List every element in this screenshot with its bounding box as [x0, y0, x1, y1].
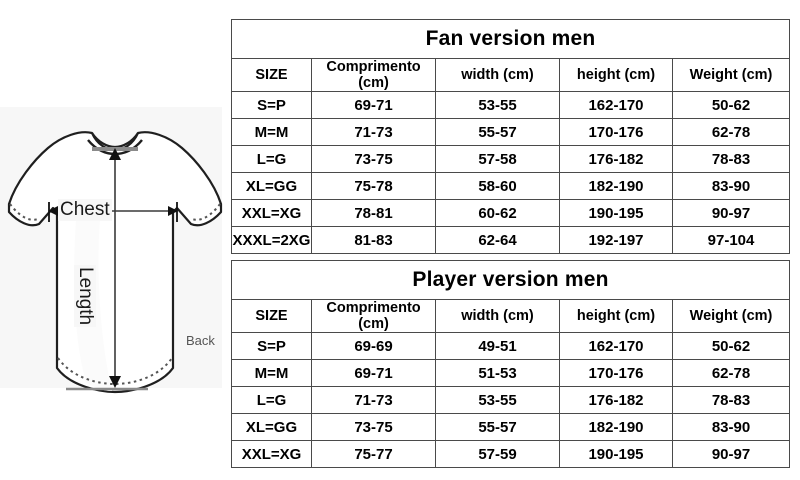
bottom-hem-stitch	[57, 357, 173, 386]
size-cell: XXL=XG	[231, 199, 312, 227]
measurement-cell: 71-73	[311, 118, 436, 146]
chest-measure-label: Chest	[58, 199, 112, 221]
size-cell: M=M	[231, 118, 312, 146]
table-row: S=P 69-69 49-51 162-170 50-62	[231, 332, 791, 360]
table-row: XXL=XG 78-81 60-62 190-195 90-97	[231, 199, 791, 227]
size-cell: S=P	[231, 91, 312, 119]
measurement-cell: 62-78	[671, 359, 791, 387]
table-row: L=G 71-73 53-55 176-182 78-83	[231, 386, 791, 414]
measurement-cell: 55-57	[435, 413, 560, 441]
measurement-cell: 73-75	[311, 413, 436, 441]
measurement-cell: 83-90	[671, 172, 791, 200]
table-row: L=G 73-75 57-58 176-182 78-83	[231, 145, 791, 173]
measurement-cell: 51-53	[435, 359, 560, 387]
column-header: width (cm)	[435, 58, 560, 92]
measurement-cell: 162-170	[559, 332, 673, 360]
measurement-cell: 78-81	[311, 199, 436, 227]
measurement-cell: 78-83	[671, 386, 791, 414]
measurement-cell: 62-78	[671, 118, 791, 146]
table-row: XXXL=2XG 81-83 62-64 192-197 97-104	[231, 226, 791, 254]
left-sleeve-stitch	[9, 203, 39, 221]
size-cell: M=M	[231, 359, 312, 387]
back-view-label: Back	[186, 333, 215, 348]
measurement-cell: 58-60	[435, 172, 560, 200]
column-header: SIZE	[231, 58, 312, 92]
table-header-row: SIZE Comprimento (cm) width (cm) height (cm…	[231, 299, 791, 333]
tshirt-illustration	[7, 131, 223, 394]
measurement-cell: 170-176	[559, 359, 673, 387]
shirt-diagram-panel: Chest Length Back	[0, 0, 231, 480]
table-title-row: Fan version men	[230, 19, 791, 59]
size-cell: XL=GG	[231, 172, 312, 200]
length-measure-arrow	[109, 148, 121, 388]
table-row: XL=GG 73-75 55-57 182-190 83-90	[231, 413, 791, 441]
measurement-cell: 162-170	[559, 91, 673, 119]
measurement-cell: 50-62	[671, 332, 791, 360]
measurement-cell: 81-83	[311, 226, 436, 254]
measurement-cell: 50-62	[671, 91, 791, 119]
measurement-cell: 176-182	[559, 386, 673, 414]
fan-version-size-table: Fan version men SIZE Comprimento (cm) width…	[230, 19, 791, 254]
table-header-row: SIZE Comprimento (cm) width (cm) height (cm…	[231, 58, 791, 92]
measurement-cell: 97-104	[671, 226, 791, 254]
measurement-cell: 53-55	[435, 91, 560, 119]
table-title: Player version men	[230, 260, 791, 300]
column-header: Weight (cm)	[671, 58, 791, 92]
measurement-cell: 69-71	[311, 359, 436, 387]
measurement-cell: 75-78	[311, 172, 436, 200]
column-header: SIZE	[231, 299, 312, 333]
measurement-cell: 69-71	[311, 91, 436, 119]
size-cell: XXXL=2XG	[231, 226, 312, 254]
right-sleeve-stitch	[191, 203, 221, 221]
measurement-cell: 176-182	[559, 145, 673, 173]
measurement-cell: 78-83	[671, 145, 791, 173]
column-header: Comprimento (cm)	[311, 58, 436, 92]
measurement-cell: 170-176	[559, 118, 673, 146]
column-header: height (cm)	[559, 58, 673, 92]
measurement-cell: 192-197	[559, 226, 673, 254]
measurement-cell: 190-195	[559, 440, 673, 468]
column-header: height (cm)	[559, 299, 673, 333]
measurement-cell: 182-190	[559, 413, 673, 441]
size-cell: S=P	[231, 332, 312, 360]
length-measure-label: Length	[74, 265, 96, 328]
table-row: M=M 69-71 51-53 170-176 62-78	[231, 359, 791, 387]
size-cell: XXL=XG	[231, 440, 312, 468]
measurement-cell: 53-55	[435, 386, 560, 414]
measurement-cell: 182-190	[559, 172, 673, 200]
measurement-cell: 71-73	[311, 386, 436, 414]
size-cell: XL=GG	[231, 413, 312, 441]
measurement-cell: 55-57	[435, 118, 560, 146]
measurement-cell: 69-69	[311, 332, 436, 360]
table-row: M=M 71-73 55-57 170-176 62-78	[231, 118, 791, 146]
player-version-size-table: Player version men SIZE Comprimento (cm) wi…	[230, 260, 791, 468]
measurement-cell: 62-64	[435, 226, 560, 254]
table-title: Fan version men	[230, 19, 791, 59]
table-title-row: Player version men	[230, 260, 791, 300]
measurement-cell: 90-97	[671, 440, 791, 468]
table-row: XL=GG 75-78 58-60 182-190 83-90	[231, 172, 791, 200]
measurement-cell: 49-51	[435, 332, 560, 360]
size-cell: L=G	[231, 145, 312, 173]
measurement-cell: 190-195	[559, 199, 673, 227]
column-header: Comprimento (cm)	[311, 299, 436, 333]
table-row: S=P 69-71 53-55 162-170 50-62	[231, 91, 791, 119]
measurement-cell: 57-58	[435, 145, 560, 173]
size-cell: L=G	[231, 386, 312, 414]
measurement-cell: 57-59	[435, 440, 560, 468]
measurement-cell: 90-97	[671, 199, 791, 227]
measurement-cell: 83-90	[671, 413, 791, 441]
column-header: width (cm)	[435, 299, 560, 333]
measurement-cell: 75-77	[311, 440, 436, 468]
table-row: XXL=XG 75-77 57-59 190-195 90-97	[231, 440, 791, 468]
measurement-cell: 60-62	[435, 199, 560, 227]
measurement-cell: 73-75	[311, 145, 436, 173]
column-header: Weight (cm)	[671, 299, 791, 333]
